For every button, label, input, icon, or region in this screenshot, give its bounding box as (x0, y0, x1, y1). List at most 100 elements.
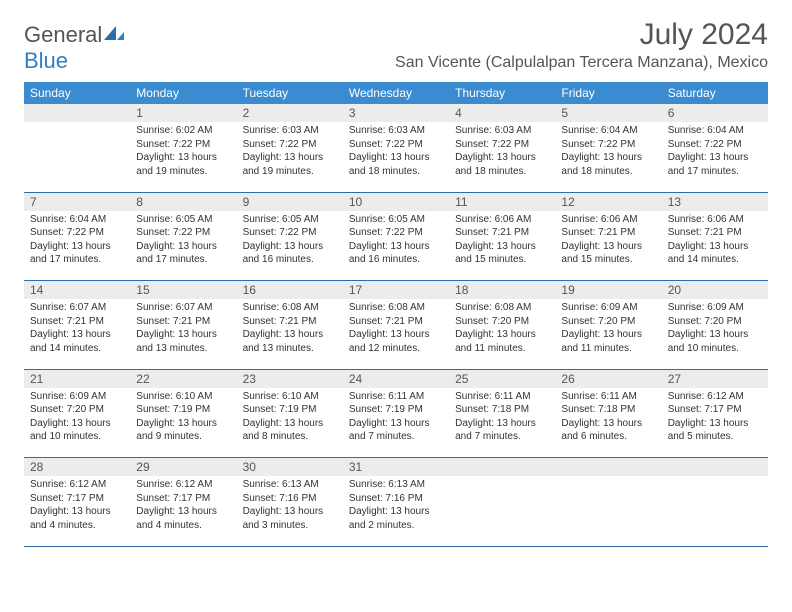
sunset-text: Sunset: 7:21 PM (455, 226, 549, 240)
day-number: 7 (24, 192, 130, 211)
sunrise-text: Sunrise: 6:04 AM (561, 124, 655, 138)
day-cell: Sunrise: 6:13 AMSunset: 7:16 PMDaylight:… (343, 476, 449, 546)
day-number: 30 (237, 458, 343, 477)
logo-text-2: Blue (24, 48, 68, 73)
day-cell: Sunrise: 6:03 AMSunset: 7:22 PMDaylight:… (449, 122, 555, 192)
daynum-row: 28293031 (24, 458, 768, 477)
daylight-text: Daylight: 13 hours and 10 minutes. (668, 328, 762, 355)
sunset-text: Sunset: 7:21 PM (136, 315, 230, 329)
daynum-row: 21222324252627 (24, 369, 768, 388)
location: San Vicente (Calpulalpan Tercera Manzana… (395, 54, 768, 72)
sunrise-text: Sunrise: 6:10 AM (243, 390, 337, 404)
col-saturday: Saturday (662, 82, 768, 104)
day-number: 23 (237, 369, 343, 388)
day-number: 9 (237, 192, 343, 211)
sunrise-text: Sunrise: 6:03 AM (349, 124, 443, 138)
day-number: 25 (449, 369, 555, 388)
day-cell: Sunrise: 6:12 AMSunset: 7:17 PMDaylight:… (24, 476, 130, 546)
day-number: 31 (343, 458, 449, 477)
daylight-text: Daylight: 13 hours and 9 minutes. (136, 417, 230, 444)
sunrise-text: Sunrise: 6:02 AM (136, 124, 230, 138)
sunset-text: Sunset: 7:22 PM (136, 138, 230, 152)
daylight-text: Daylight: 13 hours and 18 minutes. (349, 151, 443, 178)
sunrise-text: Sunrise: 6:08 AM (243, 301, 337, 315)
sunrise-text: Sunrise: 6:05 AM (243, 213, 337, 227)
day-number: 3 (343, 104, 449, 122)
day-cell: Sunrise: 6:10 AMSunset: 7:19 PMDaylight:… (130, 388, 236, 458)
sunrise-text: Sunrise: 6:11 AM (455, 390, 549, 404)
day-cell: Sunrise: 6:05 AMSunset: 7:22 PMDaylight:… (237, 211, 343, 281)
daynum-row: 78910111213 (24, 192, 768, 211)
sunset-text: Sunset: 7:16 PM (349, 492, 443, 506)
day-cell (555, 476, 661, 546)
day-number: 1 (130, 104, 236, 122)
day-cell: Sunrise: 6:11 AMSunset: 7:18 PMDaylight:… (449, 388, 555, 458)
daynum-row: 123456 (24, 104, 768, 122)
daylight-text: Daylight: 13 hours and 18 minutes. (561, 151, 655, 178)
day-number: 10 (343, 192, 449, 211)
day-cell: Sunrise: 6:09 AMSunset: 7:20 PMDaylight:… (24, 388, 130, 458)
sunrise-text: Sunrise: 6:07 AM (30, 301, 124, 315)
col-monday: Monday (130, 82, 236, 104)
sunset-text: Sunset: 7:19 PM (349, 403, 443, 417)
calendar-table: Sunday Monday Tuesday Wednesday Thursday… (24, 82, 768, 547)
sunset-text: Sunset: 7:20 PM (30, 403, 124, 417)
day-number: 11 (449, 192, 555, 211)
day-cell: Sunrise: 6:12 AMSunset: 7:17 PMDaylight:… (130, 476, 236, 546)
page: General Blue July 2024 San Vicente (Calp… (0, 0, 792, 565)
day-number (24, 104, 130, 122)
day-number: 15 (130, 281, 236, 300)
calendar-body: 123456 Sunrise: 6:02 AMSunset: 7:22 PMDa… (24, 104, 768, 546)
day-cell: Sunrise: 6:12 AMSunset: 7:17 PMDaylight:… (662, 388, 768, 458)
sunset-text: Sunset: 7:22 PM (349, 138, 443, 152)
day-number: 13 (662, 192, 768, 211)
day-number: 22 (130, 369, 236, 388)
daylight-text: Daylight: 13 hours and 13 minutes. (243, 328, 337, 355)
day-cell: Sunrise: 6:03 AMSunset: 7:22 PMDaylight:… (237, 122, 343, 192)
day-cell: Sunrise: 6:06 AMSunset: 7:21 PMDaylight:… (449, 211, 555, 281)
day-cell (449, 476, 555, 546)
sunset-text: Sunset: 7:20 PM (455, 315, 549, 329)
day-cell: Sunrise: 6:04 AMSunset: 7:22 PMDaylight:… (24, 211, 130, 281)
header: General Blue July 2024 San Vicente (Calp… (24, 18, 768, 74)
sunset-text: Sunset: 7:20 PM (668, 315, 762, 329)
daynum-row: 14151617181920 (24, 281, 768, 300)
sunrise-text: Sunrise: 6:13 AM (349, 478, 443, 492)
daylight-text: Daylight: 13 hours and 19 minutes. (243, 151, 337, 178)
sunset-text: Sunset: 7:22 PM (455, 138, 549, 152)
day-number: 12 (555, 192, 661, 211)
daylight-text: Daylight: 13 hours and 12 minutes. (349, 328, 443, 355)
sunrise-text: Sunrise: 6:13 AM (243, 478, 337, 492)
day-cell: Sunrise: 6:09 AMSunset: 7:20 PMDaylight:… (662, 299, 768, 369)
day-number: 17 (343, 281, 449, 300)
day-number: 6 (662, 104, 768, 122)
sunrise-text: Sunrise: 6:09 AM (561, 301, 655, 315)
sunset-text: Sunset: 7:21 PM (561, 226, 655, 240)
day-cell: Sunrise: 6:06 AMSunset: 7:21 PMDaylight:… (555, 211, 661, 281)
sunset-text: Sunset: 7:21 PM (30, 315, 124, 329)
day-cell: Sunrise: 6:13 AMSunset: 7:16 PMDaylight:… (237, 476, 343, 546)
day-number: 19 (555, 281, 661, 300)
day-cell: Sunrise: 6:06 AMSunset: 7:21 PMDaylight:… (662, 211, 768, 281)
sunrise-text: Sunrise: 6:04 AM (668, 124, 762, 138)
day-number: 14 (24, 281, 130, 300)
sunset-text: Sunset: 7:22 PM (243, 138, 337, 152)
data-row: Sunrise: 6:09 AMSunset: 7:20 PM Daylight:… (24, 388, 768, 458)
day-cell: Sunrise: 6:03 AMSunset: 7:22 PMDaylight:… (343, 122, 449, 192)
sunrise-text: Sunrise: 6:09 AM (30, 390, 124, 404)
sunrise-text: Sunrise: 6:12 AM (668, 390, 762, 404)
day-cell: Sunrise: 6:05 AMSunset: 7:22 PMDaylight:… (130, 211, 236, 281)
sunrise-text: Sunrise: 6:06 AM (668, 213, 762, 227)
month-title: July 2024 (395, 18, 768, 52)
logo-text-1: General (24, 22, 102, 47)
sunrise-text: Sunrise: 6:12 AM (30, 478, 124, 492)
sunset-text: Sunset: 7:19 PM (136, 403, 230, 417)
day-number: 20 (662, 281, 768, 300)
sunset-text: Sunset: 7:20 PM (561, 315, 655, 329)
sunset-text: Sunset: 7:22 PM (349, 226, 443, 240)
sunrise-text: Sunrise: 6:06 AM (561, 213, 655, 227)
sunset-text: Sunset: 7:19 PM (243, 403, 337, 417)
day-cell: Sunrise: 6:11 AMSunset: 7:19 PMDaylight:… (343, 388, 449, 458)
day-cell: Sunrise: 6:07 AMSunset: 7:21 PMDaylight:… (130, 299, 236, 369)
day-number: 2 (237, 104, 343, 122)
